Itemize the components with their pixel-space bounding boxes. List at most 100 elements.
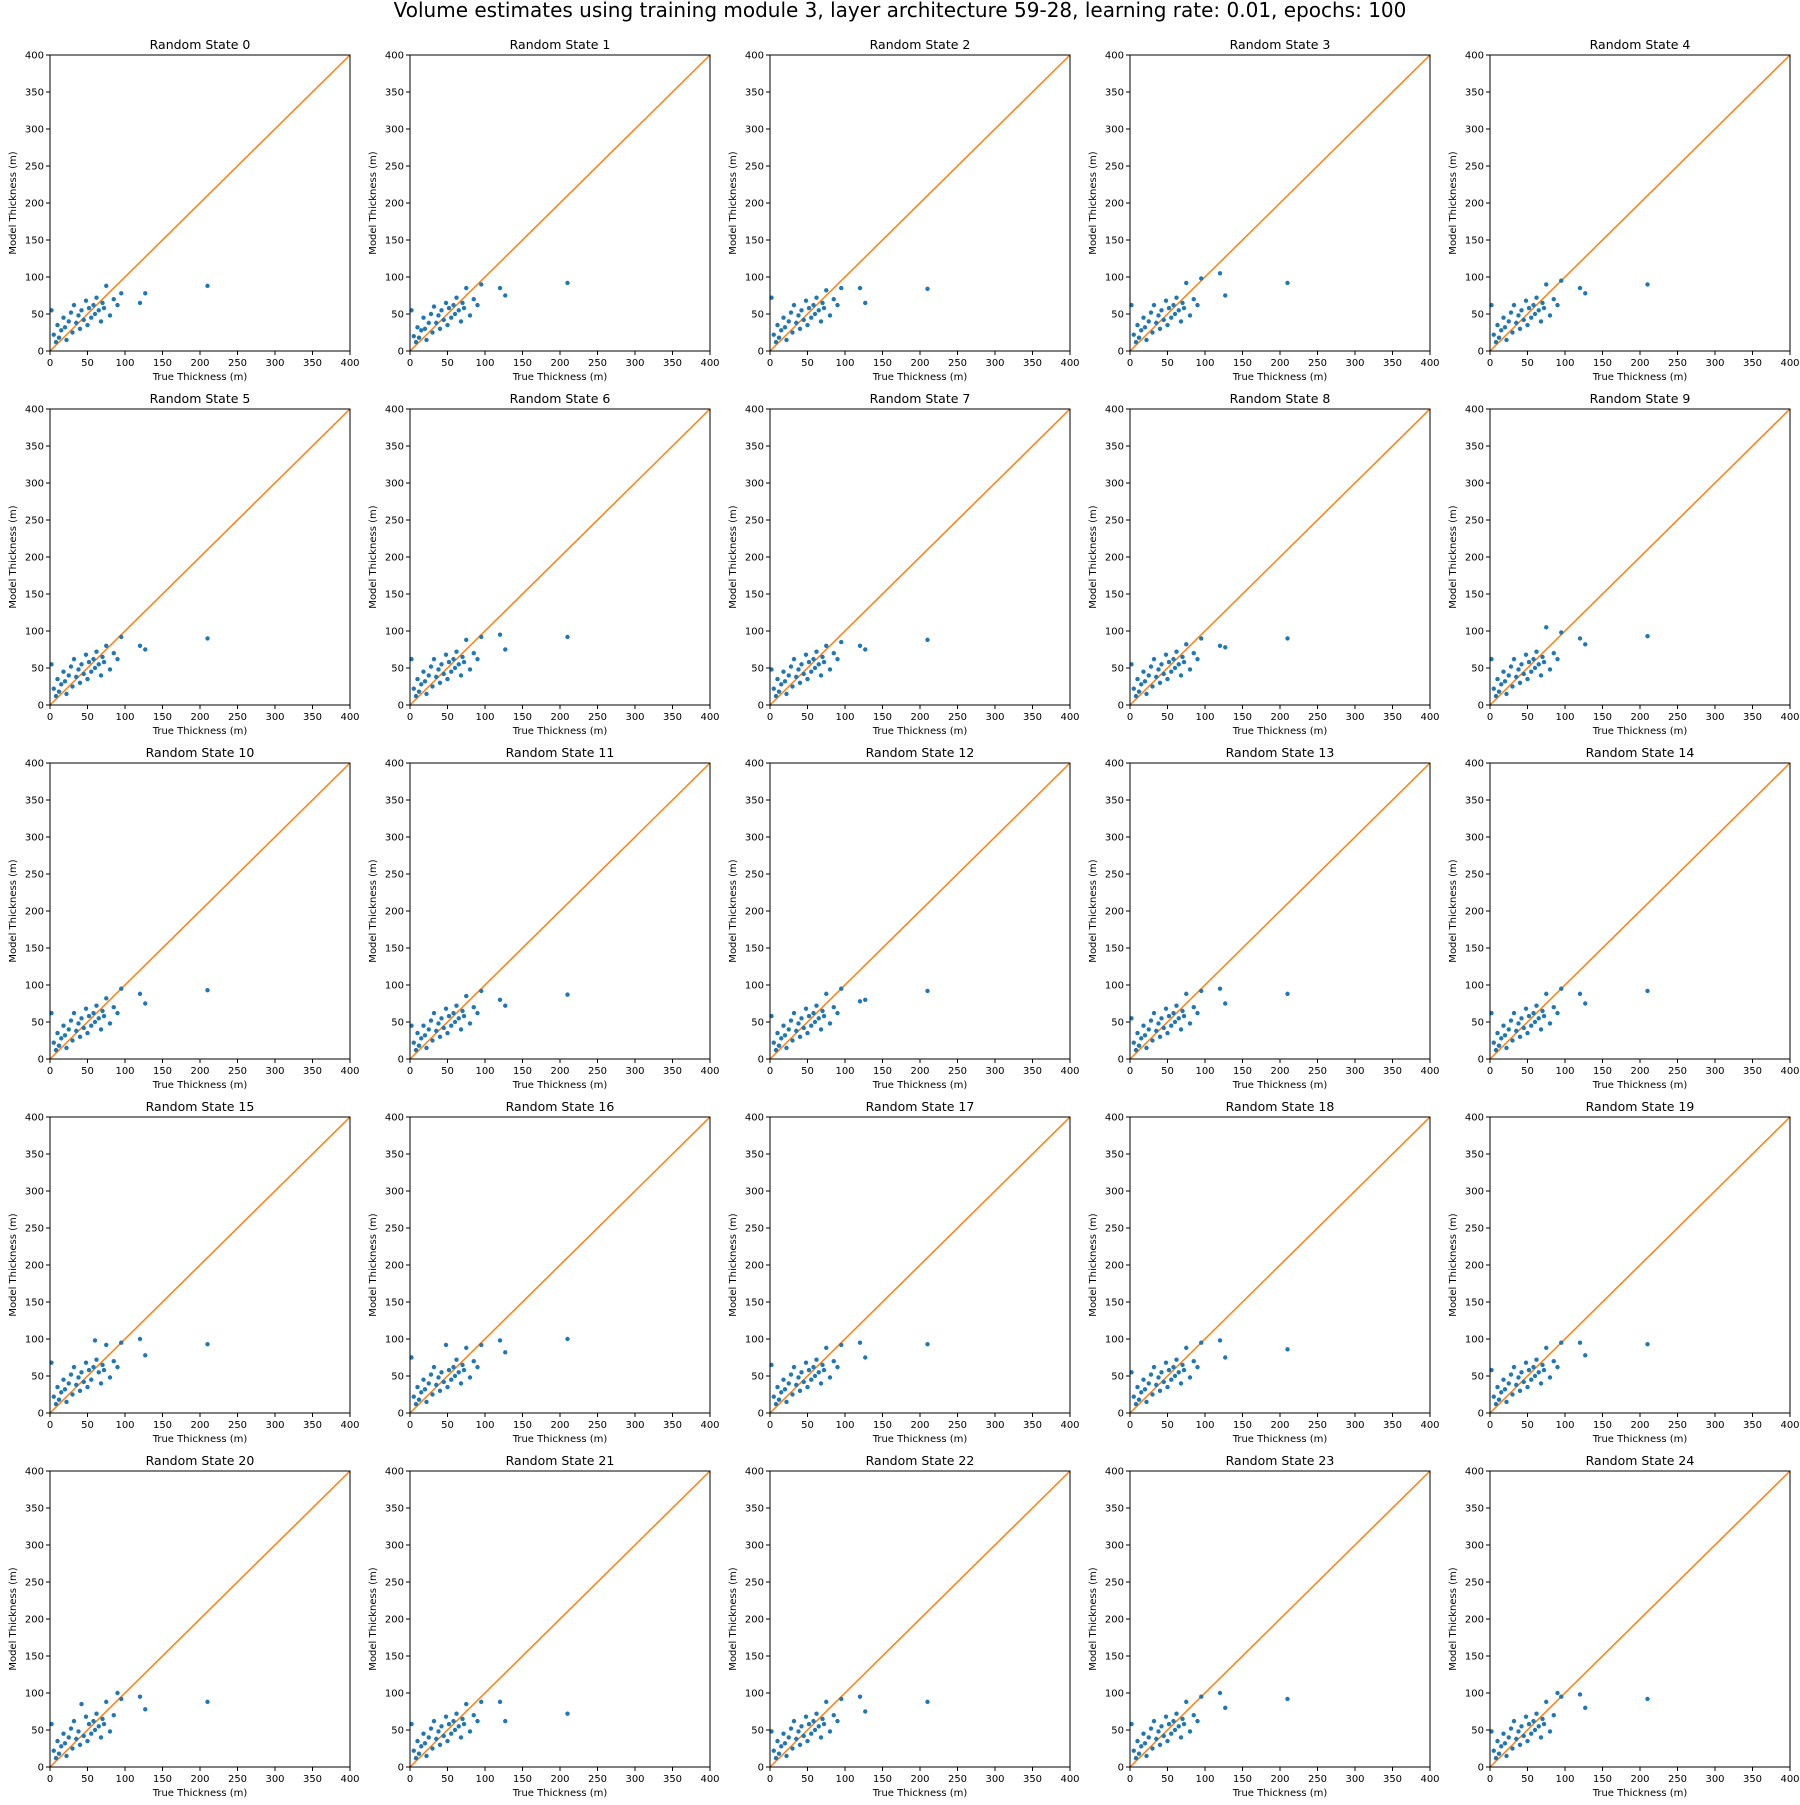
data-point	[1529, 1731, 1534, 1736]
y-axis-label: Model Thickness (m)	[8, 1567, 19, 1670]
data-point	[431, 1718, 437, 1724]
data-point	[1517, 1034, 1523, 1040]
data-point	[797, 1034, 803, 1040]
x-tick-label: 250	[948, 712, 967, 723]
y-tick-label: 50	[1471, 310, 1484, 321]
subplot-title: Random State 5	[150, 391, 251, 406]
y-axis-label: Model Thickness (m)	[728, 1213, 739, 1316]
y-tick-label: 0	[398, 701, 404, 712]
y-tick-label: 300	[745, 833, 764, 844]
data-point	[456, 308, 461, 313]
data-point	[775, 322, 780, 328]
x-tick-label: 200	[1270, 1066, 1289, 1077]
x-tick-label: 200	[910, 712, 929, 723]
data-point	[1499, 682, 1504, 687]
data-point	[779, 1390, 784, 1395]
data-point	[1499, 1744, 1504, 1749]
y-axis-label: Model Thickness (m)	[1088, 1567, 1099, 1670]
data-point	[421, 315, 426, 320]
y-tick-label: 400	[1105, 1467, 1124, 1478]
y-axis-label: Model Thickness (m)	[1448, 505, 1459, 608]
data-point	[68, 1018, 74, 1023]
x-tick-label: 200	[910, 1774, 929, 1785]
data-point	[1538, 1735, 1544, 1740]
data-point	[1521, 1379, 1526, 1385]
data-point	[771, 1040, 776, 1045]
data-point	[1180, 1008, 1185, 1014]
data-point	[53, 339, 59, 345]
data-point	[497, 997, 503, 1002]
data-point	[77, 680, 83, 685]
data-point	[81, 1025, 86, 1031]
data-point	[796, 667, 801, 672]
y-tick-label: 300	[25, 1187, 44, 1198]
y-tick-label: 250	[745, 1578, 764, 1589]
data-point	[443, 1714, 449, 1719]
identity-line	[50, 1117, 350, 1413]
data-point	[1187, 1375, 1193, 1380]
x-tick-label: 300	[625, 358, 644, 369]
data-point	[835, 656, 840, 662]
y-tick-label: 150	[385, 944, 404, 955]
data-point	[119, 1340, 124, 1345]
data-point	[1133, 693, 1139, 699]
data-point	[77, 326, 83, 331]
data-point	[816, 1016, 821, 1021]
data-point	[426, 673, 431, 678]
data-point	[76, 1375, 81, 1380]
y-axis-label: Model Thickness (m)	[368, 1567, 379, 1670]
y-axis-label: Model Thickness (m)	[8, 1213, 19, 1316]
x-tick-label: 400	[1060, 712, 1079, 723]
y-tick-label: 400	[1105, 759, 1124, 770]
data-point	[68, 310, 74, 315]
plot-frame	[769, 54, 1071, 352]
data-point	[790, 330, 795, 335]
data-point	[89, 1023, 94, 1028]
data-point	[434, 674, 439, 680]
subplot-9: Random State 90 50 100 150 200 250 300 350 40005…	[1448, 391, 1800, 737]
data-point	[77, 1388, 83, 1394]
data-point	[1499, 1390, 1504, 1395]
data-point	[1496, 689, 1502, 694]
x-tick-label: 0	[47, 1774, 53, 1785]
identity-line	[1490, 1117, 1790, 1413]
data-point	[452, 1373, 458, 1379]
data-point	[1519, 1016, 1524, 1021]
y-tick-label: 250	[1105, 162, 1124, 173]
data-point	[464, 637, 469, 643]
x-tick-label: 250	[228, 712, 247, 723]
x-tick-label: 200	[1270, 358, 1289, 369]
y-tick-label: 400	[745, 1467, 764, 1478]
data-point	[1529, 1023, 1534, 1028]
y-tick-label: 350	[385, 1150, 404, 1161]
x-tick-label: 50	[801, 1420, 814, 1431]
y-axis-label: Model Thickness (m)	[1088, 151, 1099, 254]
data-point	[857, 1694, 863, 1699]
data-point	[1142, 1387, 1148, 1392]
x-tick-label: 100	[1195, 1774, 1214, 1785]
data-point	[1217, 643, 1223, 648]
y-tick-label: 400	[385, 759, 404, 770]
data-point	[1141, 1731, 1146, 1736]
data-point	[434, 1382, 439, 1388]
data-point	[1195, 1010, 1200, 1016]
data-point	[434, 1736, 439, 1742]
data-point	[1514, 1736, 1519, 1742]
data-point	[776, 1397, 782, 1402]
data-point	[775, 1030, 780, 1036]
data-point	[471, 1713, 476, 1718]
data-point	[111, 1005, 116, 1010]
x-axis-label: True Thickness (m)	[512, 372, 608, 383]
data-point	[419, 1744, 424, 1749]
x-tick-label: 300	[1345, 1420, 1364, 1431]
plot-frame	[1489, 408, 1791, 706]
x-tick-label: 350	[1383, 1420, 1402, 1431]
x-tick-label: 250	[948, 1774, 967, 1785]
subplot-24: Random State 240 50 100 150 200 250 300 350 4000…	[1448, 1453, 1800, 1799]
data-point	[794, 1028, 799, 1034]
data-point	[1178, 319, 1184, 324]
data-point	[1645, 1696, 1650, 1702]
data-point	[74, 320, 79, 326]
data-point	[1157, 326, 1163, 331]
data-point	[1516, 667, 1521, 672]
